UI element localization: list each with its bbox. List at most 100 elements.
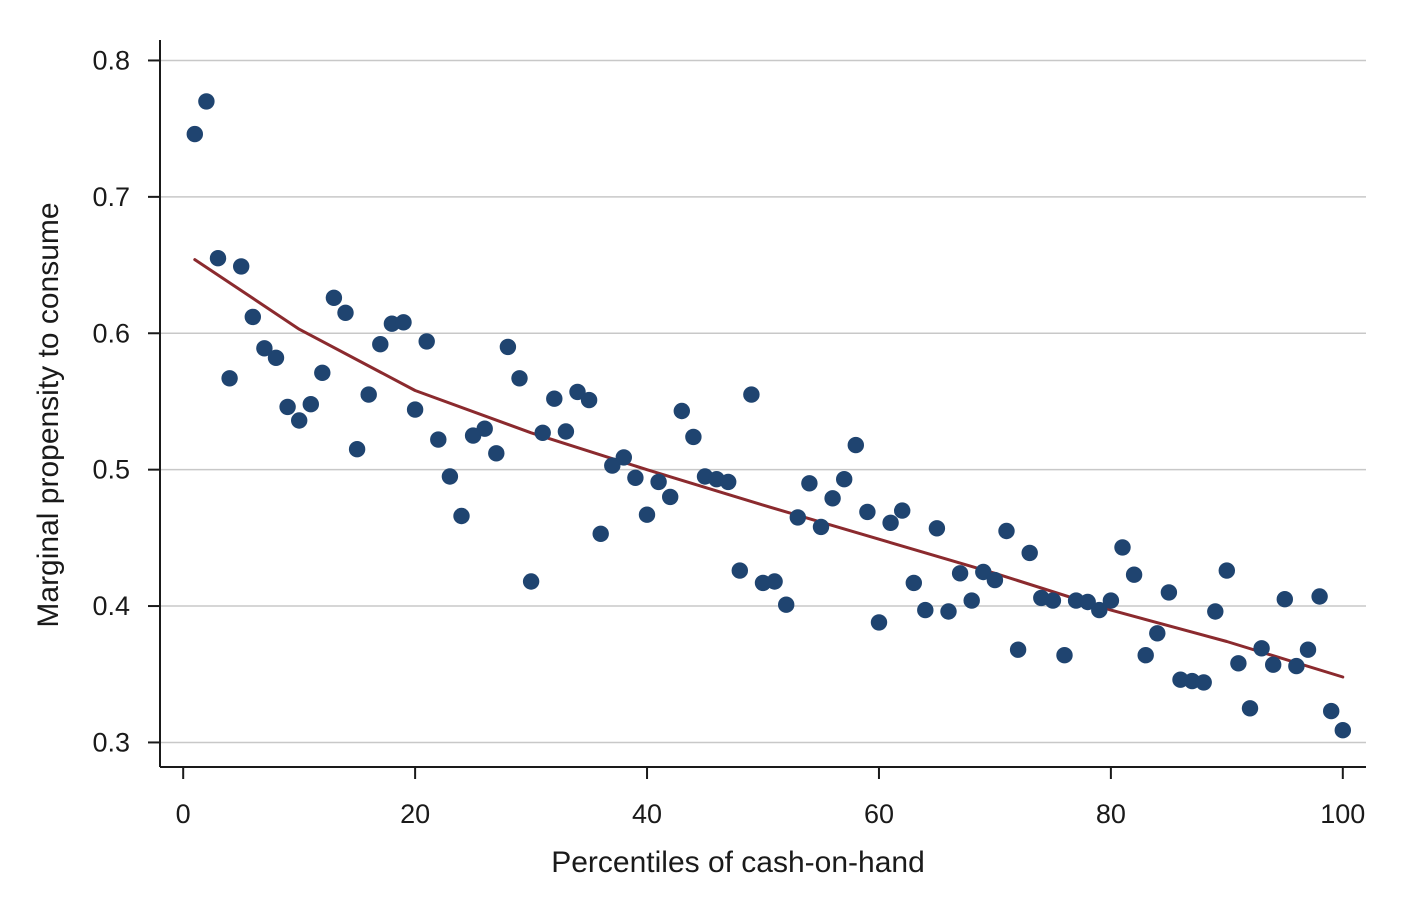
- scatter-point: [720, 473, 737, 491]
- scatter-point: [221, 370, 238, 387]
- scatter-point: [963, 592, 980, 609]
- x-tick-label: 20: [400, 799, 430, 829]
- scatter-point: [1091, 601, 1108, 619]
- scatter-point: [1021, 544, 1038, 562]
- y-tick-label: 0.3: [92, 727, 130, 757]
- scatter-point: [302, 396, 319, 413]
- x-tick-label: 80: [1096, 799, 1126, 829]
- scatter-point: [1195, 674, 1212, 691]
- scatter-point: [1276, 591, 1294, 608]
- scatter-point: [859, 503, 876, 521]
- scatter-point: [546, 390, 563, 407]
- axes: [159, 40, 1366, 768]
- scatter-point: [1044, 592, 1062, 609]
- scatter-point: [638, 506, 656, 523]
- scatter-point: [1253, 640, 1270, 657]
- scatter-point: [406, 401, 424, 418]
- scatter-point: [1149, 625, 1166, 642]
- scatter-point: [1125, 566, 1143, 583]
- scatter-point: [1241, 700, 1259, 717]
- scatter-point: [233, 258, 250, 275]
- scatter-point: [1079, 593, 1096, 611]
- scatter-point: [476, 420, 493, 437]
- scatter-points: [186, 93, 1352, 739]
- scatter-point: [557, 423, 575, 440]
- y-tick-label: 0.8: [92, 45, 130, 75]
- y-tick-label: 0.7: [92, 182, 130, 212]
- scatter-point: [314, 364, 331, 381]
- scatter-point: [905, 574, 922, 592]
- scatter-point: [778, 596, 795, 613]
- scatter-point: [1334, 722, 1352, 739]
- scatter-point: [986, 571, 1004, 589]
- scatter-point: [766, 573, 783, 590]
- x-tick-label: 0: [176, 799, 191, 829]
- y-axis-title: Marginal propensity to consume: [32, 202, 65, 627]
- scatter-point: [627, 469, 644, 486]
- scatter-point: [940, 603, 957, 620]
- scatter-point: [789, 509, 806, 526]
- scatter-point: [1288, 657, 1305, 675]
- scatter-point: [418, 333, 435, 350]
- scatter-point: [685, 428, 702, 446]
- scatter-point: [894, 502, 911, 519]
- scatter-point: [1299, 641, 1317, 658]
- scatter-point: [882, 514, 899, 531]
- scatter-point: [1137, 647, 1154, 664]
- scatter-point: [348, 441, 366, 458]
- scatter-point: [1056, 647, 1073, 664]
- x-axis-title: Percentiles of cash-on-hand: [551, 846, 925, 879]
- scatter-point: [812, 518, 830, 536]
- ticks: 0.3 0.4 0.5 0.6 0.7 0.8 0 20 40 60 80 100: [92, 45, 1365, 829]
- scatter-point: [569, 383, 586, 401]
- scatter-point: [592, 525, 609, 542]
- scatter-point: [511, 370, 528, 387]
- scatter-point: [836, 471, 853, 488]
- scatter-point: [325, 289, 343, 306]
- scatter-point: [1230, 655, 1247, 672]
- scatter-point: [337, 304, 354, 321]
- scatter-point: [743, 386, 760, 403]
- scatter-point: [256, 340, 273, 357]
- y-tick-label: 0.5: [92, 455, 130, 485]
- scatter-point: [534, 424, 551, 441]
- scatter-point: [604, 457, 621, 474]
- scatter-point: [662, 488, 679, 506]
- y-tick-label: 0.4: [92, 591, 130, 621]
- scatter-point: [372, 336, 389, 353]
- scatter-point: [1218, 562, 1236, 579]
- scatter-point: [673, 402, 690, 420]
- scatter-point: [279, 398, 296, 416]
- scatter-point: [209, 250, 227, 267]
- x-tick-label: 60: [864, 799, 894, 829]
- scatter-point: [801, 475, 818, 492]
- scatter-point: [951, 565, 969, 582]
- scatter-point: [522, 573, 540, 590]
- scatter-point: [615, 449, 632, 466]
- scatter-point: [917, 601, 934, 619]
- scatter-point: [186, 125, 203, 143]
- scatter-point: [198, 93, 215, 110]
- scatter-point: [453, 507, 470, 525]
- scatter-point: [1102, 592, 1120, 609]
- scatter-point: [430, 431, 447, 448]
- scatter-point: [1009, 641, 1027, 658]
- scatter-point: [395, 314, 412, 331]
- x-tick-label: 100: [1320, 799, 1365, 829]
- y-tick-label: 0.6: [92, 318, 130, 348]
- scatter-point: [1323, 702, 1340, 720]
- scatter-point: [731, 562, 748, 579]
- scatter-point: [267, 349, 285, 366]
- fit-line: [193, 258, 1345, 679]
- scatter-point: [291, 412, 308, 429]
- scatter-point: [928, 520, 946, 537]
- scatter-point: [847, 436, 864, 454]
- scatter-point: [499, 338, 517, 356]
- scatter-point: [580, 391, 598, 409]
- scatter-point: [441, 468, 459, 485]
- scatter-point: [975, 563, 992, 581]
- fit-line-layer: [193, 258, 1345, 679]
- scatter-point: [1265, 656, 1282, 673]
- scatter-point: [1311, 588, 1328, 605]
